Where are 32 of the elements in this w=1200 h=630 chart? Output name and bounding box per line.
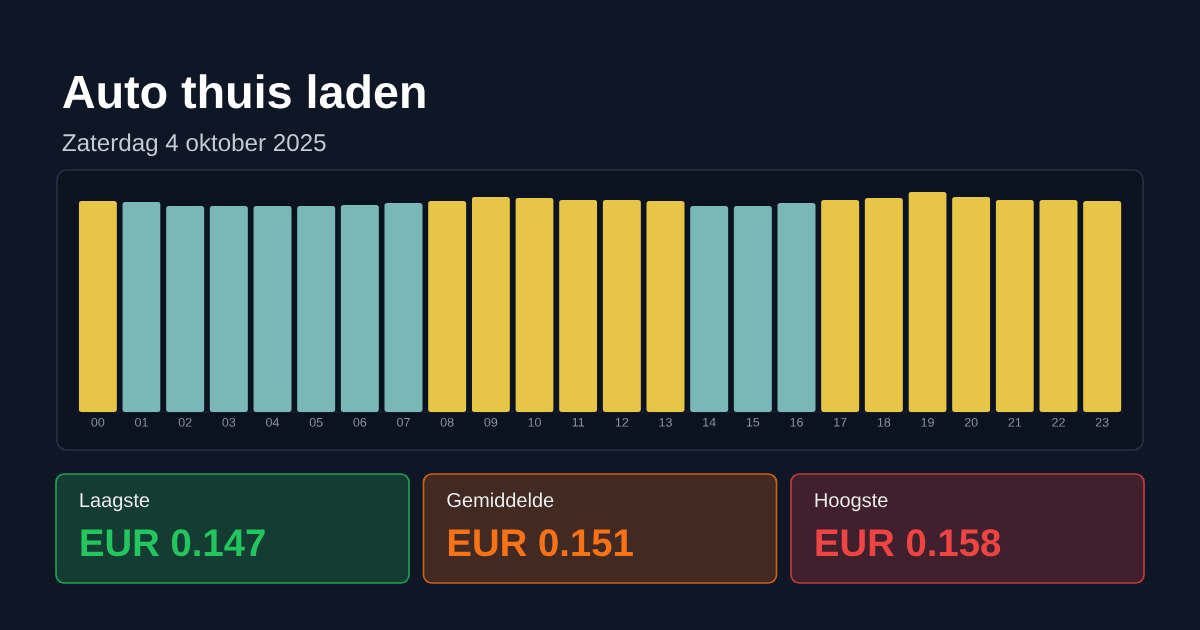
x-tick-label: 10	[528, 417, 541, 427]
x-tick-label: 04	[266, 417, 280, 427]
x-tick-label: 20	[964, 417, 978, 427]
x-tick-label: 05	[309, 417, 323, 427]
x-tick-label: 16	[790, 417, 803, 427]
x-tick-label: 01	[135, 417, 148, 427]
text: Gemiddelde	[447, 492, 554, 508]
x-tick-label: 03	[222, 417, 236, 427]
x-tick-label: 13	[659, 417, 672, 427]
chart-title: Auto thuis laden	[63, 74, 425, 109]
text: EUR 0.158	[816, 529, 1001, 557]
x-tick-label: 00	[91, 417, 105, 427]
x-tick-label: 19	[921, 417, 934, 427]
text: EUR 0.151	[448, 529, 633, 557]
x-tick-label: 14	[703, 417, 716, 427]
x-tick-label: 18	[877, 417, 891, 427]
x-tick-label: 21	[1008, 417, 1022, 427]
x-tick-label: 08	[440, 417, 454, 427]
x-tick-label: 12	[615, 417, 629, 427]
x-tick-label: 11	[572, 417, 585, 427]
x-tick-label: 22	[1052, 417, 1065, 427]
text: Hoogste	[815, 493, 888, 512]
x-tick-label: 15	[746, 417, 760, 427]
text: Laagste	[80, 493, 150, 512]
x-tick-label: 07	[397, 417, 410, 427]
x-tick-label: 02	[178, 417, 192, 427]
x-tick-label: 17	[834, 417, 847, 427]
x-tick-label: 06	[353, 417, 367, 427]
x-tick-label: 09	[484, 417, 498, 427]
text: EUR 0.147	[81, 529, 265, 557]
chart-subtitle: Zaterdag 4 oktober 2025	[62, 133, 326, 157]
x-tick-label: 23	[1095, 417, 1109, 427]
